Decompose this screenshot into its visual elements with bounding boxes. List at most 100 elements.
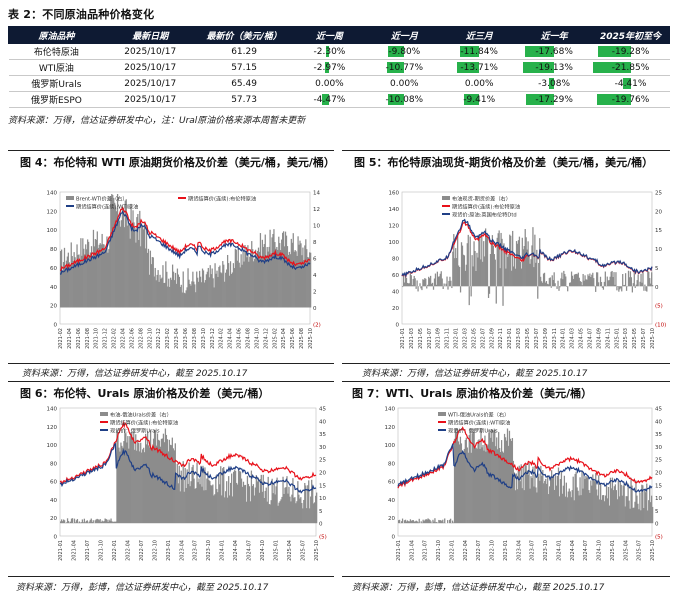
right-axis-tick-label: 5 [655, 266, 659, 272]
change-value: -17.29% [535, 94, 573, 105]
right-axis-tick-label: 10 [313, 224, 320, 230]
change-cell: -17.68% [516, 43, 592, 60]
right-axis-tick-label: 0 [655, 285, 659, 291]
change-value: -9.41% [463, 94, 496, 105]
left-axis-tick-label: 0 [54, 535, 58, 541]
x-axis-tick-label: 2024-11 [605, 328, 611, 349]
right-axis-tick-label: 8 [313, 240, 317, 246]
x-axis-tick-label: 2024-01 [556, 540, 562, 561]
x-axis-tick-label: 2022-11 [498, 328, 504, 349]
x-axis-tick-label: 2024-06 [237, 328, 243, 349]
x-axis-tick-label: 2024-10 [260, 540, 266, 561]
change-value: -11.84% [460, 46, 498, 57]
x-axis-tick-label: 2025-10 [650, 540, 656, 561]
x-axis-tick-label: 2023-12 [210, 328, 216, 349]
x-axis-tick-label: 2023-04 [516, 540, 522, 561]
series-line-blue [59, 210, 311, 275]
change-bar [463, 94, 480, 105]
x-axis-tick-label: 2023-10 [201, 328, 207, 349]
change-value: -19.28% [611, 46, 650, 57]
change-bar [596, 94, 631, 105]
x-axis-tick-label: 2025-07 [641, 328, 647, 349]
date-cell: 2025/10/17 [104, 43, 197, 60]
right-axis-tick-label: 40 [655, 419, 662, 425]
change-value: -4.47% [313, 94, 346, 105]
right-axis-tick-label: 20 [655, 209, 662, 215]
change-cell: 0.00% [366, 75, 442, 92]
legend-label: 期货结算价(连续):布伦特原油 [188, 195, 256, 203]
figure-source: 资料来源：万得，彭博，信达证券研发中心，截至 2025.10.17 [352, 583, 605, 593]
x-axis-tick-label: 2024-04 [233, 540, 239, 561]
right-axis-tick-label: 14 [313, 191, 320, 197]
x-axis-tick-label: 2022-06 [129, 328, 135, 349]
table-header-row: 原油品种 最新日期 最新价（美元/桶） 近一周 近一月 近三月 近一年 2025… [8, 26, 670, 44]
legend-label: 布油现货-期货价差（右） [452, 195, 511, 203]
x-axis-tick-label: 2025-04 [287, 540, 293, 561]
x-axis-tick-label: 2021-01 [396, 540, 402, 561]
left-axis-tick-label: 20 [388, 516, 395, 522]
x-axis-tick-label: 2021-02 [58, 328, 64, 349]
plot-frame [59, 407, 317, 537]
right-axis-tick-label: 45 [655, 407, 662, 413]
x-axis-tick-label: 2022-02 [112, 328, 118, 349]
left-axis-tick-label: 100 [385, 443, 396, 449]
right-axis-tick-label: 15 [319, 483, 326, 489]
legend-label: 现货价：俄罗斯Urals [110, 427, 160, 435]
change-value: -9.80% [388, 46, 421, 57]
oil-name-cell: 俄罗斯Urals [8, 75, 105, 92]
oil-name-cell: 布伦特原油 [8, 43, 105, 60]
x-axis-tick-label: 2021-07 [427, 328, 433, 349]
legend-swatch [178, 197, 186, 199]
change-value: -10.08% [385, 94, 424, 105]
change-cell: 0.00% [292, 75, 367, 92]
left-axis-tick-label: 20 [392, 306, 399, 312]
change-cell: -19.28% [591, 43, 670, 60]
change-bar [623, 78, 631, 89]
x-axis-tick-label: 2021-07 [423, 540, 429, 561]
spread-area [60, 194, 312, 308]
x-axis-tick-label: 2023-07 [530, 540, 536, 561]
figure-bottom-rule [8, 363, 334, 364]
change-value: 0.00% [464, 78, 494, 89]
x-axis-tick-label: 2025-05 [632, 328, 638, 349]
price-cell: 65.49 [196, 75, 292, 92]
x-axis-tick-label: 2024-02 [219, 328, 225, 349]
change-value: 0.00% [315, 78, 344, 89]
legend-label: 布油-俄油Urals价差（右） [110, 411, 172, 419]
x-axis-tick-label: 2022-10 [490, 540, 496, 561]
x-axis-tick-label: 2021-06 [76, 328, 82, 349]
left-axis-tick-label: 140 [385, 407, 396, 413]
change-bar [525, 46, 555, 57]
x-axis-tick-label: 2025-04 [281, 328, 287, 349]
change-bar [522, 62, 555, 73]
x-axis-tick-label: 2025-01 [614, 328, 620, 349]
change-value: -21.85% [611, 62, 650, 73]
x-axis-tick-label: 2021-10 [98, 540, 104, 561]
spread-area [402, 227, 654, 306]
left-axis-tick-label: 60 [50, 266, 57, 272]
change-bar [387, 94, 405, 105]
change-bar [324, 62, 330, 73]
change-bar [388, 46, 405, 57]
left-axis-tick-label: 140 [47, 191, 58, 197]
x-axis-tick-label: 2024-07 [247, 540, 253, 561]
change-cell: -19.76% [591, 91, 670, 108]
change-cell: -9.80% [366, 43, 442, 60]
change-value: 0.00% [390, 78, 419, 89]
change-value: -13.71% [460, 62, 498, 73]
change-cell: 0.00% [441, 75, 517, 92]
right-axis-tick-label: 0 [313, 306, 317, 312]
right-axis-tick-label: 12 [313, 207, 320, 213]
x-axis-tick-label: 2025-03 [623, 328, 629, 349]
change-value: -4.41% [614, 78, 647, 89]
left-axis-tick-label: 40 [50, 498, 57, 504]
chart-svg: 140120100806040200454035302520151050(5)2… [47, 407, 327, 561]
figure-bottom-rule [342, 363, 670, 364]
change-cell: -19.13% [516, 59, 592, 76]
chart-svg: 140120100806040200454035302520151050(5)2… [385, 407, 663, 561]
x-axis-tick-label: 2022-08 [138, 328, 144, 349]
x-axis-tick-label: 2023-11 [552, 328, 558, 349]
figure-top-rule [342, 381, 670, 382]
right-axis-tick-label: 30 [319, 445, 326, 451]
legend-swatch [442, 213, 450, 215]
